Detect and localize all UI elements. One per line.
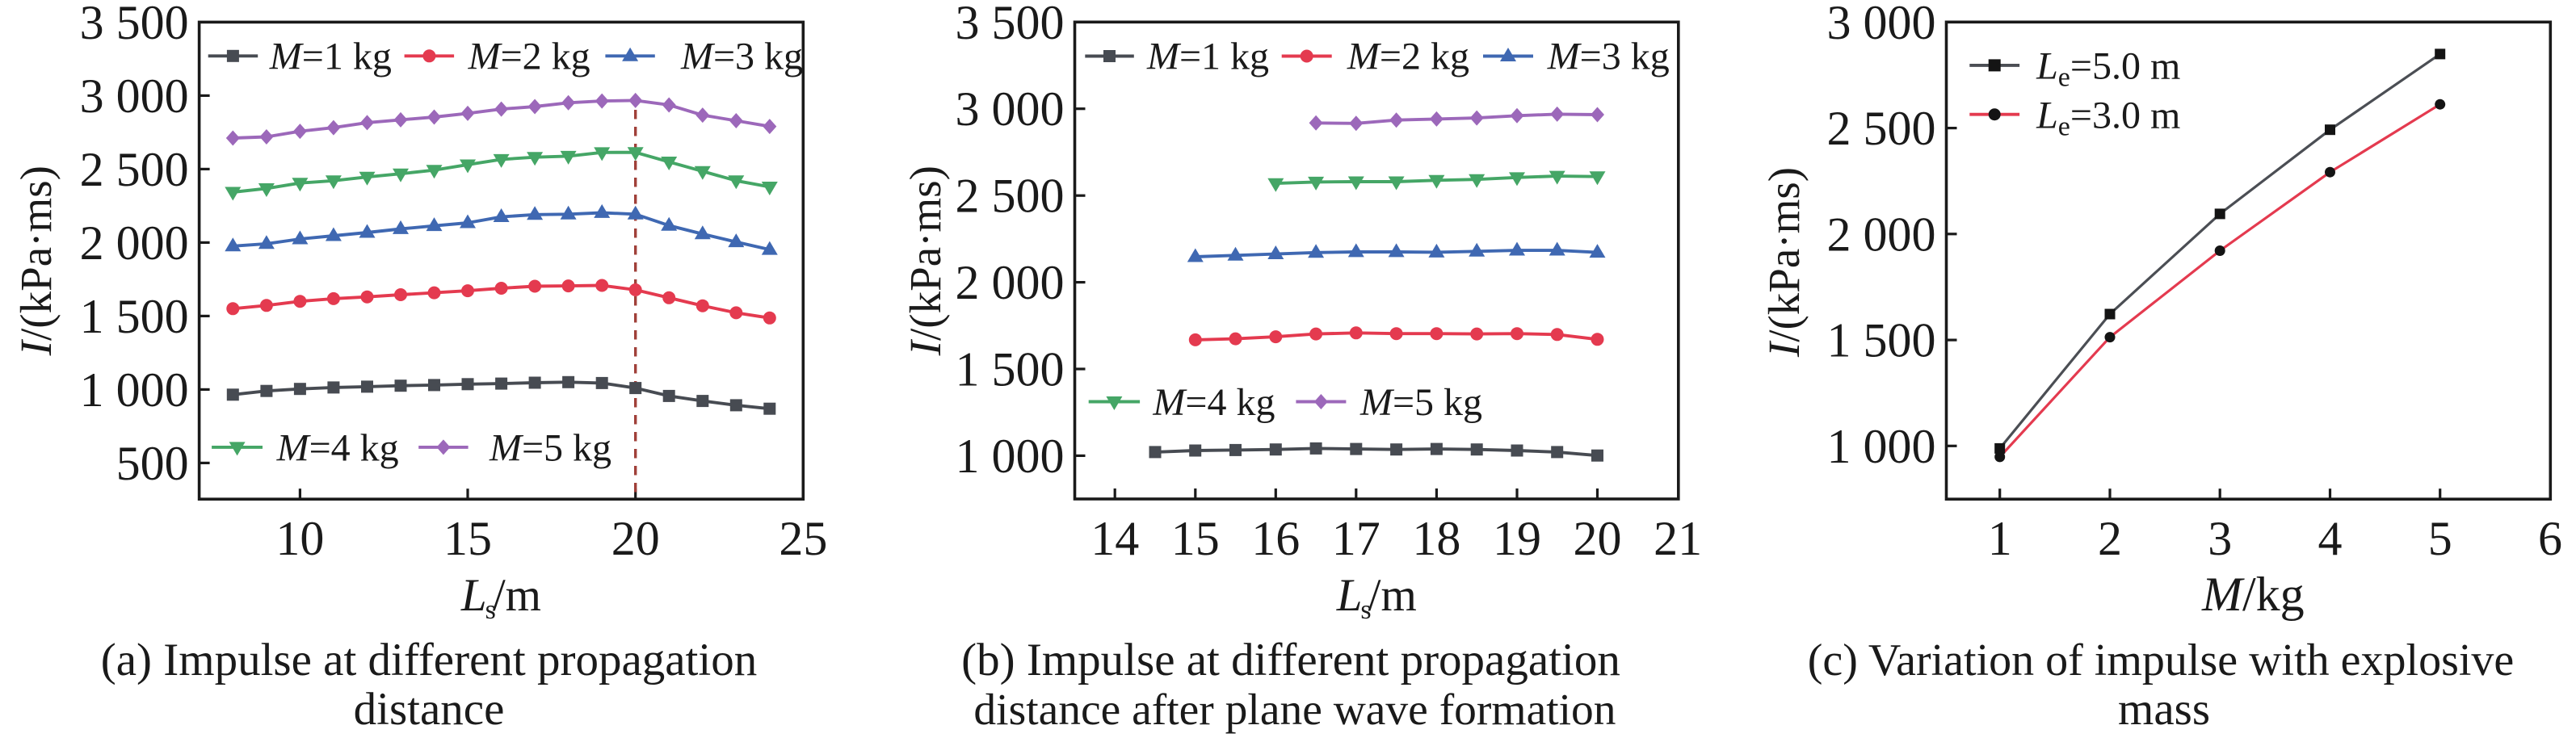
svg-text:5: 5 — [2428, 512, 2452, 565]
svg-text:Le=3.0 m: Le=3.0 m — [2036, 94, 2180, 141]
svg-text:14: 14 — [1090, 512, 1139, 565]
svg-text:20: 20 — [611, 512, 660, 565]
svg-text:Ls/m: Ls/m — [1336, 570, 1417, 625]
svg-text:20: 20 — [1574, 512, 1622, 565]
svg-text:(b) Impulse at different propa: (b) Impulse at different propagation — [961, 635, 1620, 685]
svg-text:19: 19 — [1493, 512, 1541, 565]
svg-text:Le=5.0 m: Le=5.0 m — [2036, 45, 2180, 93]
svg-text:500: 500 — [116, 437, 189, 490]
svg-text:1 000: 1 000 — [80, 363, 189, 417]
svg-text:1 000: 1 000 — [956, 430, 1065, 483]
svg-text:2 500: 2 500 — [1827, 102, 1936, 155]
svg-text:M=2 kg: M=2 kg — [1347, 36, 1469, 78]
svg-text:I/(kPa·ms): I/(kPa·ms) — [11, 166, 61, 356]
svg-text:1 500: 1 500 — [956, 343, 1065, 396]
svg-text:15: 15 — [1171, 512, 1220, 565]
svg-text:1: 1 — [1988, 512, 2012, 565]
svg-text:M=5 kg: M=5 kg — [489, 427, 611, 470]
svg-text:mass: mass — [2118, 684, 2210, 735]
svg-text:distance: distance — [354, 684, 505, 735]
svg-text:2 500: 2 500 — [956, 170, 1065, 223]
svg-text:3 500: 3 500 — [956, 0, 1065, 49]
svg-text:M/kg: M/kg — [2201, 568, 2305, 621]
svg-text:I/(kPa·ms): I/(kPa·ms) — [1759, 167, 1809, 358]
svg-text:2 000: 2 000 — [1827, 208, 1936, 261]
svg-text:M=1 kg: M=1 kg — [1146, 36, 1269, 78]
svg-text:distance after plane wave form: distance after plane wave formation — [973, 685, 1616, 735]
svg-text:3: 3 — [2208, 512, 2232, 565]
svg-text:M=1 kg: M=1 kg — [269, 36, 392, 78]
svg-text:4: 4 — [2318, 512, 2343, 565]
svg-text:1 500: 1 500 — [1827, 314, 1936, 367]
svg-text:M=3 kg: M=3 kg — [1547, 36, 1670, 78]
svg-text:Ls/m: Ls/m — [460, 570, 541, 625]
svg-text:3 000: 3 000 — [1827, 0, 1936, 49]
svg-text:1 500: 1 500 — [80, 290, 189, 343]
svg-text:10: 10 — [275, 512, 324, 565]
svg-text:2 500: 2 500 — [80, 143, 189, 196]
svg-text:2: 2 — [2098, 512, 2122, 565]
svg-text:3 000: 3 000 — [956, 82, 1065, 136]
svg-text:16: 16 — [1251, 512, 1300, 565]
svg-text:17: 17 — [1332, 512, 1380, 565]
svg-text:25: 25 — [779, 512, 827, 565]
svg-text:15: 15 — [443, 512, 492, 565]
svg-text:I/(kPa·ms): I/(kPa·ms) — [901, 166, 950, 356]
svg-text:M=4 kg: M=4 kg — [276, 427, 399, 470]
svg-text:18: 18 — [1412, 512, 1460, 565]
svg-text:3 000: 3 000 — [80, 69, 189, 123]
svg-text:21: 21 — [1654, 512, 1702, 565]
svg-text:1 000: 1 000 — [1827, 420, 1936, 473]
svg-text:6: 6 — [2538, 512, 2562, 565]
svg-text:M=4 kg: M=4 kg — [1152, 381, 1275, 424]
svg-text:M=5 kg: M=5 kg — [1359, 381, 1482, 424]
svg-text:(c) Variation of impulse with: (c) Variation of impulse with explosive — [1808, 635, 2515, 685]
svg-text:3 500: 3 500 — [80, 0, 189, 49]
svg-text:2 000: 2 000 — [80, 216, 189, 270]
svg-text:(a) Impulse at different propa: (a) Impulse at different propagation — [101, 635, 757, 685]
svg-text:M=3 kg: M=3 kg — [680, 36, 803, 78]
svg-text:2 000: 2 000 — [956, 256, 1065, 309]
svg-text:M=2 kg: M=2 kg — [468, 36, 590, 78]
